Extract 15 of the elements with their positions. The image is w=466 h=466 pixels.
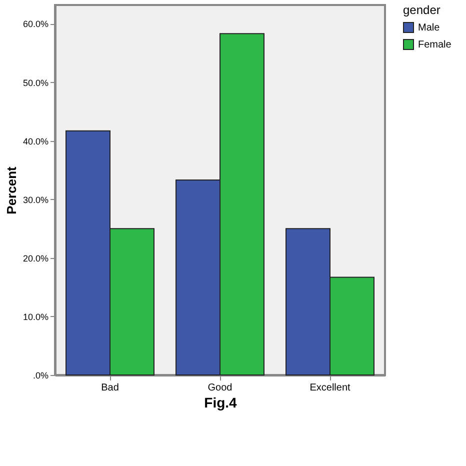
y-tick-label: 10.0%: [22, 312, 48, 322]
x-tick-label: Good: [208, 382, 232, 394]
x-tick-label: Excellent: [310, 382, 351, 394]
y-tick-label: 50.0%: [22, 78, 48, 88]
y-tick-label: 30.0%: [22, 194, 48, 205]
x-axis-title: Fig.4: [204, 394, 238, 410]
y-axis-title: Percent: [4, 166, 19, 214]
y-tick-label: .0%: [32, 370, 48, 380]
x-tick-label: Bad: [101, 382, 119, 394]
y-tick-label: 40.0%: [22, 136, 48, 146]
y-tick-label: 20.0%: [22, 253, 48, 264]
legend-label: Female: [418, 40, 452, 50]
legend-title: gender: [403, 3, 440, 17]
y-tick-label: 60.0%: [22, 19, 48, 30]
legend-label: Male: [418, 22, 440, 34]
